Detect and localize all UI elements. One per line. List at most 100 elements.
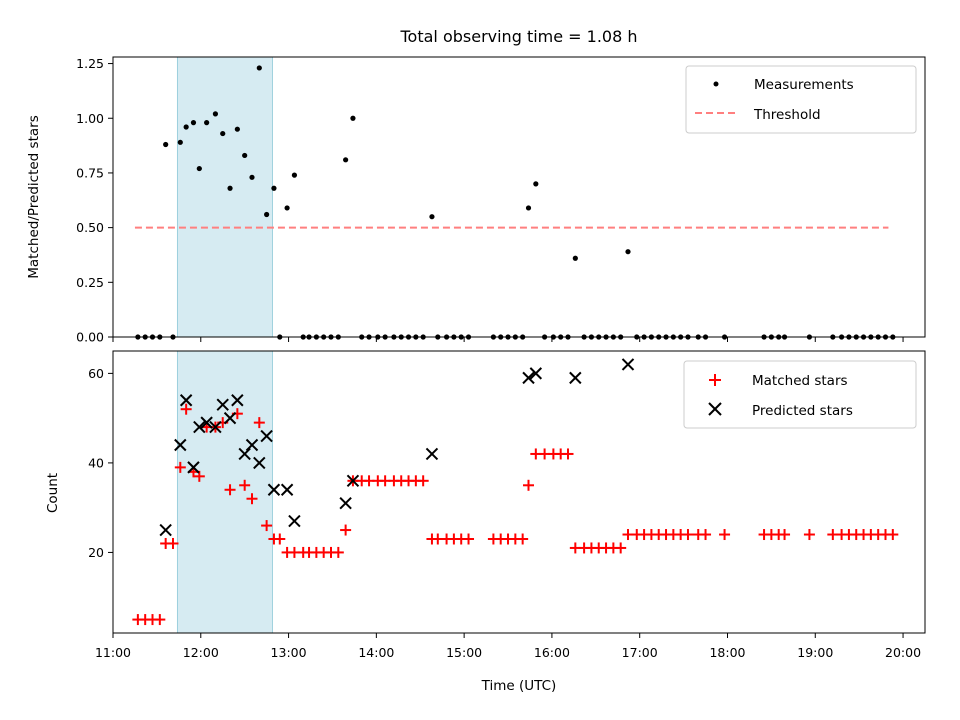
predicted-star-point bbox=[200, 416, 213, 429]
measurement-point bbox=[533, 181, 539, 187]
top-legend: Measurements Threshold bbox=[685, 65, 917, 134]
y-tick-label: 0.00 bbox=[76, 330, 104, 345]
predicted-star-point bbox=[529, 367, 543, 380]
measurement-point bbox=[343, 157, 349, 163]
matched-star-point bbox=[332, 546, 344, 558]
y-tick-label: 0.50 bbox=[76, 220, 104, 235]
matched-star-point bbox=[700, 529, 712, 541]
top-y-axis-label: Matched/Predicted stars bbox=[26, 115, 42, 278]
measurement-point bbox=[625, 249, 631, 255]
bottom-shaded-span bbox=[176, 350, 273, 634]
x-tick-label: 15:00 bbox=[446, 645, 482, 660]
legend-matched-label: Matched stars bbox=[752, 373, 848, 389]
legend-predicted-marker bbox=[708, 402, 722, 416]
matched-star-point bbox=[562, 448, 574, 460]
predicted-star-point bbox=[179, 394, 193, 407]
measurement-point bbox=[242, 152, 248, 159]
y-tick-label: 1.25 bbox=[76, 56, 104, 71]
predicted-star-point bbox=[174, 438, 187, 452]
measurement-point bbox=[271, 185, 277, 191]
predicted-star-point bbox=[245, 438, 259, 452]
measurement-point bbox=[183, 124, 189, 130]
bottom-legend-box bbox=[683, 360, 917, 429]
top-axes-frame bbox=[112, 56, 926, 338]
measurement-point bbox=[204, 120, 210, 126]
matched-star-point bbox=[803, 529, 815, 541]
measurement-point bbox=[525, 205, 532, 211]
predicted-star-point bbox=[231, 394, 244, 407]
matched-star-point bbox=[719, 529, 731, 541]
matched-star-point bbox=[154, 614, 166, 626]
legend-predicted-label: Predicted stars bbox=[752, 403, 853, 419]
x-tick-label: 19:00 bbox=[797, 645, 833, 660]
predicted-star-point bbox=[288, 514, 301, 528]
measurement-point bbox=[284, 205, 290, 211]
matched-star-point bbox=[887, 529, 899, 541]
measurement-point bbox=[220, 130, 226, 137]
y-tick-label: 20 bbox=[88, 545, 104, 560]
predicted-star-point bbox=[280, 483, 294, 496]
matched-star-point bbox=[193, 470, 205, 482]
x-tick-label: 13:00 bbox=[271, 645, 307, 660]
predicted-star-point bbox=[339, 496, 352, 510]
x-tick-label: 20:00 bbox=[885, 645, 921, 660]
bottom-panel: 11:00 12:00 13:00 14:00 15:00 16:00 17:00 18:00… bbox=[45, 350, 926, 694]
matched-star-point bbox=[274, 533, 286, 545]
measurement-point bbox=[212, 111, 219, 117]
matched-star-point bbox=[224, 484, 236, 496]
y-tick-label: 60 bbox=[88, 366, 104, 381]
y-tick-label: 0.75 bbox=[76, 165, 104, 180]
measurement-point bbox=[177, 139, 183, 145]
matched-star-point bbox=[167, 537, 179, 549]
predicted-star-point bbox=[569, 371, 582, 385]
legend-matched-marker bbox=[709, 374, 721, 386]
matched-star-point bbox=[261, 520, 273, 532]
bottom-axes-frame bbox=[112, 350, 926, 634]
predicted-star-point bbox=[253, 456, 266, 470]
x-tick-label: 16:00 bbox=[534, 645, 570, 660]
measurement-point bbox=[163, 141, 169, 148]
x-tick-label: 12:00 bbox=[183, 645, 219, 660]
measurement-point bbox=[429, 214, 435, 220]
matched-star-point bbox=[180, 403, 192, 415]
matched-star-point bbox=[174, 461, 186, 473]
predicted-star-point bbox=[187, 461, 200, 474]
predicted-star-point bbox=[159, 523, 172, 537]
predicted-star-point bbox=[238, 447, 251, 461]
matched-star-point bbox=[253, 417, 265, 429]
matched-star-point bbox=[246, 493, 258, 505]
matched-star-point bbox=[615, 542, 627, 554]
matched-star-point bbox=[779, 529, 791, 541]
predicted-star-point bbox=[209, 420, 222, 434]
measurement-point bbox=[234, 126, 240, 132]
matched-star-point bbox=[340, 524, 352, 536]
predicted-star-point bbox=[216, 398, 229, 411]
matched-star-point bbox=[239, 479, 251, 491]
predicted-star-point bbox=[260, 429, 273, 443]
measurement-point bbox=[572, 255, 578, 261]
y-tick-label: 40 bbox=[88, 455, 104, 470]
predicted-star-point bbox=[223, 411, 237, 425]
measurement-point bbox=[227, 185, 233, 191]
matched-star-point bbox=[517, 533, 529, 545]
bottom-y-axis-label: Count bbox=[45, 473, 61, 513]
top-panel: 0.00 0.25 0.50 0.75 1.00 1.25 Matched/Predict… bbox=[26, 56, 926, 345]
top-legend-box bbox=[685, 65, 917, 134]
predicted-star-point bbox=[425, 447, 439, 461]
predicted-star-point bbox=[346, 474, 360, 488]
measurement-point bbox=[264, 211, 270, 218]
x-tick-label: 17:00 bbox=[622, 645, 658, 660]
chart-title: Total observing time = 1.08 h bbox=[399, 27, 637, 46]
matched-star-point bbox=[417, 475, 429, 487]
predicted-star-point bbox=[193, 420, 206, 434]
x-tick-label: 14:00 bbox=[358, 645, 394, 660]
x-axis-label: Time (UTC) bbox=[481, 678, 557, 694]
measurement-point bbox=[196, 165, 202, 172]
matched-star-point bbox=[523, 479, 535, 491]
predicted-star-point bbox=[621, 358, 635, 371]
legend-measurements-label: Measurements bbox=[754, 77, 854, 93]
y-tick-label: 1.00 bbox=[76, 111, 104, 126]
top-shaded-span bbox=[176, 56, 273, 338]
measurement-point bbox=[190, 120, 197, 126]
